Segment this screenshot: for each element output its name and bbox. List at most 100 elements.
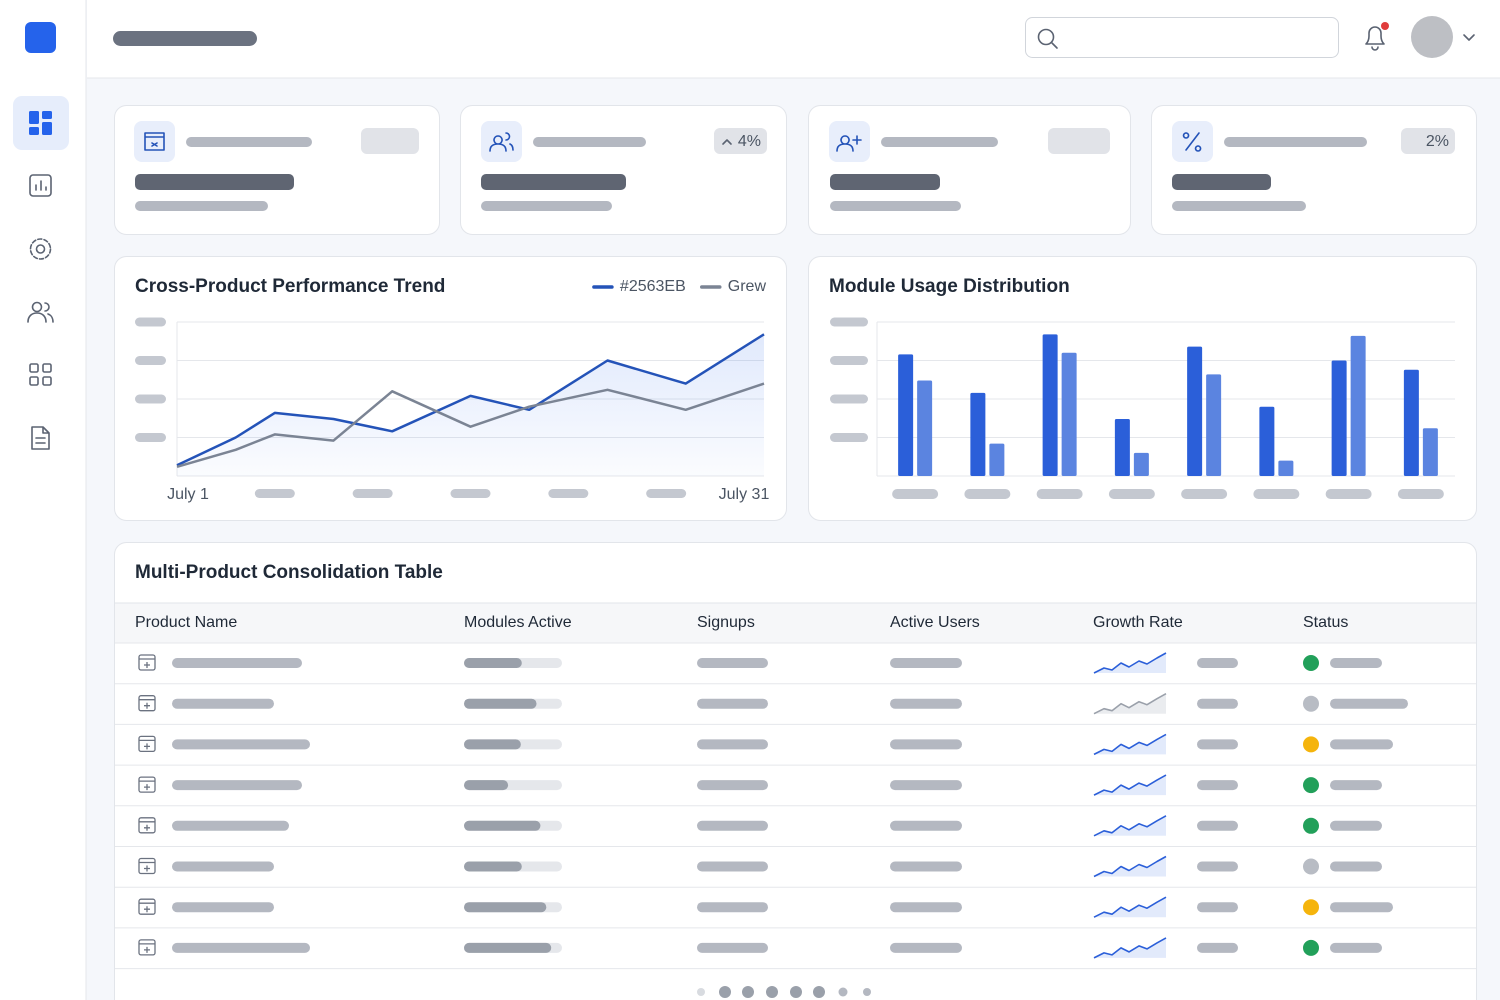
bar <box>970 392 986 476</box>
line-series <box>176 333 765 467</box>
notification-bell[interactable] <box>1365 26 1385 51</box>
x-tick-placeholder <box>1253 489 1300 499</box>
logo[interactable] <box>25 22 56 53</box>
bar <box>1403 369 1419 476</box>
page-dot[interactable] <box>863 988 871 996</box>
progress-fill <box>464 902 547 913</box>
name-placeholder <box>172 820 289 831</box>
sparkline <box>1093 693 1167 715</box>
x-tick-label: July 1 <box>167 486 209 503</box>
progress-fill <box>464 780 509 791</box>
y-tick-placeholder <box>135 394 166 404</box>
nav-users[interactable] <box>27 301 54 323</box>
search-box[interactable] <box>1025 17 1339 58</box>
row-icon-detail <box>139 821 155 831</box>
x-tick-placeholder <box>352 489 393 498</box>
bar <box>989 443 1005 476</box>
sparkline-area <box>1094 856 1166 877</box>
progress-fill <box>464 861 522 872</box>
row-icon-detail <box>139 943 155 953</box>
kpi-icon <box>144 132 165 151</box>
column-header: Growth Rate <box>1093 614 1183 631</box>
sidebar <box>0 0 86 1000</box>
nav-reports[interactable] <box>29 174 52 197</box>
bar <box>898 354 914 476</box>
pagination <box>697 986 871 998</box>
page-dot[interactable] <box>719 986 731 998</box>
signups-placeholder <box>697 739 768 750</box>
bar <box>1061 352 1077 476</box>
row-icon <box>138 654 156 671</box>
y-tick-placeholder <box>135 356 166 365</box>
users-placeholder <box>890 780 962 791</box>
x-tick-placeholder <box>548 489 589 498</box>
nav-modules[interactable] <box>29 363 52 386</box>
bar <box>917 380 933 476</box>
growth-placeholder <box>1197 902 1238 913</box>
users-placeholder <box>890 820 962 831</box>
kpi-icon <box>489 132 514 152</box>
row-icon <box>138 857 156 875</box>
sparkline <box>1093 937 1167 959</box>
page-dot[interactable] <box>766 986 778 998</box>
sparkline-area <box>1094 775 1166 796</box>
kpi-badge: 2% <box>1426 133 1449 150</box>
nav-settings[interactable] <box>29 238 52 260</box>
signups-placeholder <box>697 780 768 791</box>
badge-up-caret <box>722 139 732 145</box>
row-icon-detail <box>139 739 155 750</box>
nav-dashboard[interactable] <box>29 111 52 135</box>
page-dot[interactable] <box>742 986 754 998</box>
y-tick-placeholder <box>830 317 868 327</box>
page-dot[interactable] <box>838 987 848 997</box>
avatar-chevron[interactable] <box>1463 34 1475 41</box>
kpi-icon <box>836 135 862 152</box>
page-dot[interactable] <box>790 986 802 998</box>
users-placeholder <box>890 698 962 709</box>
avatar[interactable] <box>1411 16 1453 58</box>
status-dot <box>1303 939 1319 956</box>
x-tick-placeholder <box>450 489 491 498</box>
table-header-bg <box>115 603 1476 643</box>
column-header: Product Name <box>135 614 237 631</box>
status-dot <box>1303 899 1319 916</box>
nav-docs[interactable] <box>31 426 50 450</box>
sparkline <box>1093 855 1167 878</box>
column-header: Signups <box>697 614 755 631</box>
table-title: Multi-Product Consolidation Table <box>135 562 443 583</box>
signups-placeholder <box>697 658 768 668</box>
y-tick-placeholder <box>135 433 166 442</box>
bar <box>1331 360 1347 476</box>
status-placeholder <box>1330 861 1382 872</box>
line-series <box>176 382 765 469</box>
y-tick-placeholder <box>135 317 166 327</box>
page-dot[interactable] <box>813 986 825 998</box>
x-tick-placeholder <box>1325 489 1372 499</box>
growth-placeholder <box>1197 698 1238 709</box>
nav-active-bg <box>13 96 69 150</box>
kpi-cards <box>114 105 1477 235</box>
kpi-icon-bg <box>134 121 175 162</box>
growth-placeholder <box>1197 942 1238 953</box>
bar <box>1259 406 1275 476</box>
sparkline-area <box>1094 815 1166 836</box>
bar <box>1206 374 1222 476</box>
status-placeholder <box>1330 658 1382 668</box>
bar <box>1114 419 1130 476</box>
page-dot[interactable] <box>697 988 705 996</box>
progress-fill <box>464 820 541 831</box>
name-placeholder <box>172 902 274 913</box>
kpi-badge: 4% <box>738 133 761 150</box>
y-tick-placeholder <box>830 394 868 404</box>
column-header: Modules Active <box>464 614 572 631</box>
page-title-placeholder <box>113 31 257 46</box>
x-tick-label: July 31 <box>719 486 770 503</box>
name-placeholder <box>172 698 274 709</box>
growth-placeholder <box>1197 658 1238 668</box>
sparkline <box>1093 815 1167 837</box>
status-dot <box>1303 777 1319 794</box>
chart-title: Cross-Product Performance Trend <box>135 276 445 297</box>
sparkline-area <box>1094 734 1166 755</box>
users-placeholder <box>890 861 962 872</box>
y-tick-placeholder <box>830 356 868 365</box>
